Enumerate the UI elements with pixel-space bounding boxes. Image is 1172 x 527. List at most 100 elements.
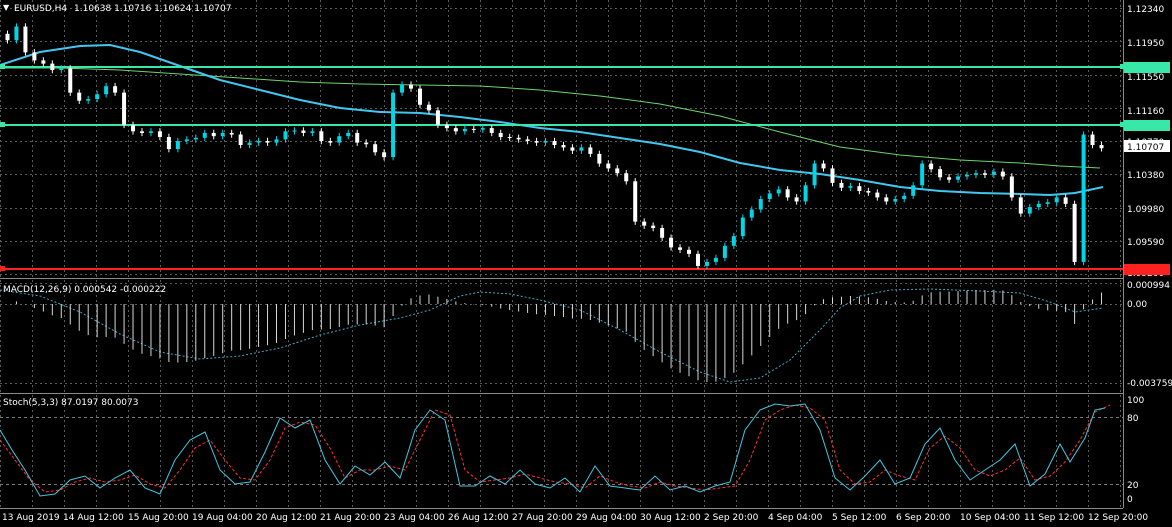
candle-body (489, 128, 494, 133)
candle-body (480, 128, 485, 130)
candle-body (525, 139, 530, 141)
price-tick: 1.11160 (1127, 107, 1164, 117)
candle-body (310, 131, 315, 133)
resistance-handle-lower-left[interactable] (0, 122, 5, 127)
candle-body (965, 174, 970, 177)
moving-average-slow[interactable] (0, 67, 1101, 169)
resistance-handle-upper-right[interactable] (1120, 64, 1125, 69)
candle-body (884, 197, 889, 202)
candle-body (1081, 134, 1086, 262)
resistance-handle-lower-right[interactable] (1120, 122, 1125, 127)
stoch-tick: 0 (1127, 495, 1133, 505)
candle-body (669, 237, 674, 248)
candle-body (597, 153, 602, 164)
price-tick: 1.09590 (1127, 238, 1164, 248)
candle-body (1054, 197, 1059, 203)
candle-body (1045, 202, 1050, 204)
candle-body (1090, 134, 1095, 146)
candle-body (355, 132, 360, 143)
candle-body (579, 147, 584, 151)
candle-body (552, 141, 557, 146)
time-tick: 14 Aug 12:00 (63, 513, 124, 523)
candle-body (139, 131, 144, 133)
time-tick: 15 Aug 20:00 (128, 513, 189, 523)
candle-body (902, 195, 907, 200)
candle-body (400, 84, 405, 93)
candle-body (498, 132, 503, 137)
candle-body (651, 225, 656, 229)
candle-body (5, 33, 10, 41)
candle-body (615, 168, 620, 174)
macd-label: MACD(12,26,9) 0.000542 -0.000222 (3, 285, 166, 295)
candle-body (642, 221, 647, 226)
stoch-main-line (0, 403, 1106, 497)
candle-body (740, 217, 745, 237)
candle-body (122, 92, 127, 125)
candle-body (14, 26, 19, 41)
price-tick: 1.11550 (1127, 73, 1164, 83)
candle-body (292, 130, 297, 132)
candle-body (426, 104, 431, 111)
candle-body (265, 141, 270, 143)
candle-body (534, 141, 539, 143)
support-handle-left[interactable] (0, 266, 5, 271)
candle-body (633, 181, 638, 222)
time-tick: 20 Aug 12:00 (256, 513, 317, 523)
candle-body (86, 99, 91, 101)
candle-body (435, 110, 440, 125)
candle-body (570, 147, 575, 151)
candle-body (821, 163, 826, 169)
candle-body (301, 130, 306, 133)
candle-body (319, 131, 324, 141)
candle-body (1018, 197, 1023, 214)
candle-body (956, 176, 961, 180)
candle-body (220, 132, 225, 137)
candle-body (346, 132, 351, 137)
resistance-handle-upper-left[interactable] (0, 64, 5, 69)
candle-body (776, 189, 781, 194)
candle-body (911, 185, 916, 196)
price-tick: 1.11950 (1127, 39, 1164, 49)
candle-body (695, 253, 700, 266)
candle-body (624, 173, 629, 182)
candle-body (175, 141, 180, 150)
macd-tick: -0.003759 (1127, 379, 1172, 389)
time-tick: 27 Aug 20:00 (512, 513, 573, 523)
candle-body (409, 84, 414, 89)
candle-body (471, 128, 476, 130)
candle-body (731, 236, 736, 246)
candle-body (247, 142, 252, 146)
candle-body (328, 141, 333, 143)
candle-body (131, 124, 136, 132)
candle-body (148, 131, 153, 133)
price-tick: 1.09980 (1127, 205, 1164, 215)
candle-body (229, 132, 234, 135)
candle-body (875, 192, 880, 198)
time-tick: 12 Sep 20:00 (1088, 513, 1148, 523)
current-price-marker (1124, 140, 1170, 152)
candle-body (1027, 207, 1032, 214)
candle-body (687, 249, 692, 254)
candle-body (417, 88, 422, 105)
candle-body (193, 137, 198, 140)
candle-body (660, 228, 665, 238)
moving-average-fast[interactable] (0, 43, 1104, 197)
candle-body (184, 139, 189, 141)
candle-body (1000, 171, 1005, 177)
candle-body (1063, 197, 1068, 204)
candle-body (166, 136, 171, 150)
candle-body (453, 128, 458, 132)
candle-body (50, 63, 55, 71)
time-tick: 4 Sep 04:00 (768, 513, 823, 523)
stoch-signal-line (0, 404, 1111, 493)
candle-body (462, 128, 467, 132)
candle-body (543, 141, 548, 143)
time-axis[interactable]: 13 Aug 2019 14 Aug 12:00 15 Aug 20:00 19… (2, 513, 1148, 523)
macd-tick: 0.000994 (1127, 281, 1170, 291)
upper-line-price-tag (1124, 62, 1170, 73)
time-tick: 26 Aug 12:00 (448, 513, 509, 523)
time-tick: 10 Sep 04:00 (960, 513, 1020, 523)
candle-body (561, 145, 566, 148)
time-tick: 21 Aug 20:00 (320, 513, 381, 523)
